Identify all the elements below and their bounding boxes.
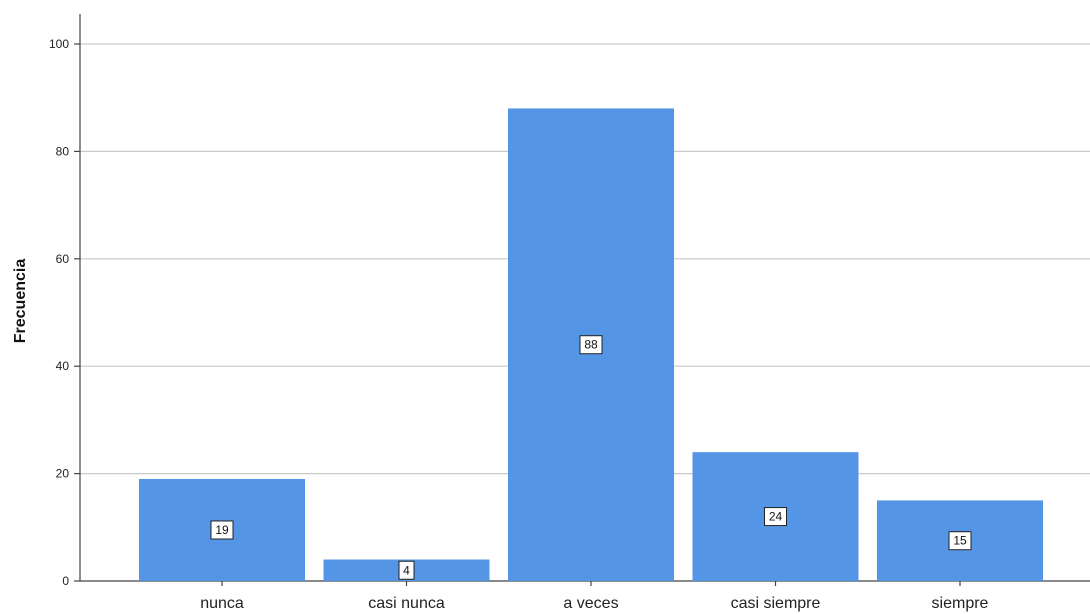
x-category-label: a veces (563, 595, 618, 612)
x-category-label: nunca (200, 595, 244, 612)
data-label-text: 88 (584, 338, 598, 352)
data-label: 19 (210, 520, 234, 540)
data-label: 15 (948, 531, 972, 551)
data-label: 24 (764, 507, 787, 527)
x-category-labels: nunca casi nunca a veces casi siempre siempr… (200, 595, 988, 612)
data-label-text: 24 (769, 510, 783, 524)
data-label-text: 19 (215, 523, 229, 537)
data-label-text: 15 (953, 534, 967, 548)
y-tick-label: 100 (49, 37, 69, 51)
data-label-box (210, 520, 234, 540)
x-category-label: casi nunca (368, 595, 445, 612)
y-tick-label: 0 (62, 574, 69, 588)
y-tick-label: 80 (56, 144, 70, 158)
y-tick-labels: 0 20 40 60 80 100 (49, 37, 69, 588)
y-tick-label: 40 (56, 359, 70, 373)
x-category-label: casi siempre (731, 595, 821, 612)
data-label: 88 (579, 335, 603, 355)
y-tick-label: 60 (56, 252, 70, 266)
y-tick-label: 20 (56, 467, 70, 481)
data-label-box (948, 531, 972, 551)
data-label-box (579, 335, 603, 355)
data-label-box (764, 507, 787, 527)
data-label-box (398, 560, 415, 580)
x-category-label: siempre (932, 595, 989, 612)
data-labels: 19 4 88 24 15 (210, 335, 972, 580)
y-axis-title: Frecuencia (12, 259, 29, 344)
data-label: 4 (398, 560, 415, 580)
data-label-text: 4 (403, 563, 410, 577)
